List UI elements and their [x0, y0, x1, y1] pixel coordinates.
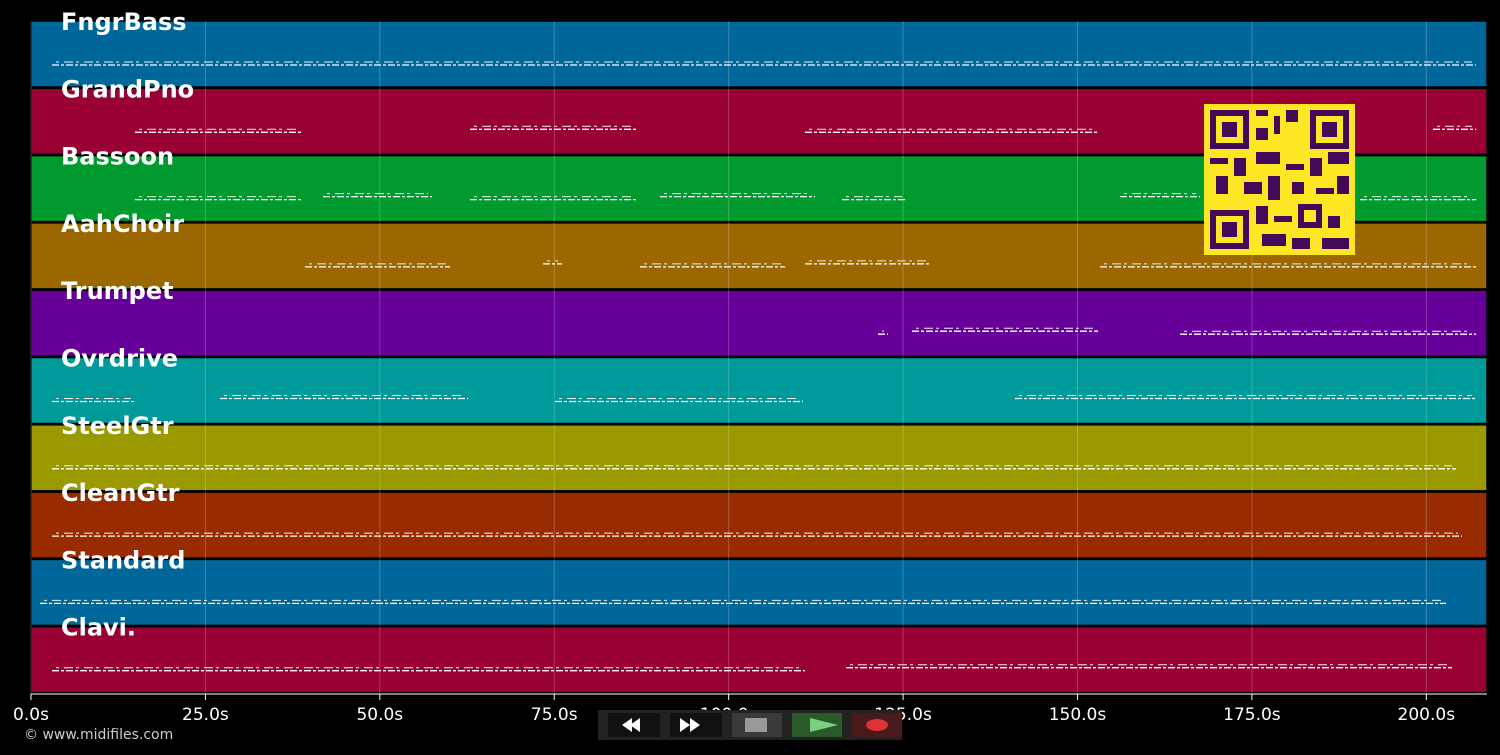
track-lane	[30, 20, 1488, 88]
transport-controls	[598, 710, 902, 740]
track-name: Trumpet	[61, 277, 174, 305]
note-layer	[40, 61, 1476, 672]
track-lane	[30, 424, 1488, 492]
track-name: Clavi.	[61, 614, 136, 642]
tick-label: 75.0s	[531, 705, 578, 725]
track-name: CleanGtr	[61, 479, 180, 507]
track-name: AahChoir	[61, 210, 184, 238]
track-name: FngrBass	[61, 8, 187, 36]
track-lane	[30, 625, 1488, 694]
qr-code	[1204, 104, 1355, 255]
tick-label: 0.0s	[13, 705, 49, 725]
stop-button[interactable]	[732, 713, 782, 737]
play-button[interactable]	[792, 713, 842, 737]
copyright: © www.midifiles.com	[24, 727, 173, 743]
fast-forward-button[interactable]	[670, 713, 722, 737]
tick-label: 50.0s	[356, 705, 403, 725]
tick-label: 25.0s	[182, 705, 229, 725]
tick-label: 200.0s	[1398, 705, 1456, 725]
track-lane	[30, 356, 1488, 425]
track-lane	[30, 491, 1488, 559]
track-labels: FngrBass GrandPno Bassoon AahChoir Trumpet Ov…	[61, 8, 194, 642]
record-button[interactable]	[852, 713, 902, 737]
track-name: Ovrdrive	[61, 345, 178, 373]
track-name: SteelGtr	[61, 412, 174, 440]
tick-label: 150.0s	[1049, 705, 1107, 725]
rewind-button[interactable]	[608, 713, 660, 737]
track-lane	[30, 289, 1488, 357]
track-name: Bassoon	[61, 143, 174, 171]
track-lane	[30, 558, 1488, 627]
track-name: Standard	[61, 546, 185, 574]
track-name: GrandPno	[61, 75, 194, 103]
tick-label: 175.0s	[1223, 705, 1281, 725]
